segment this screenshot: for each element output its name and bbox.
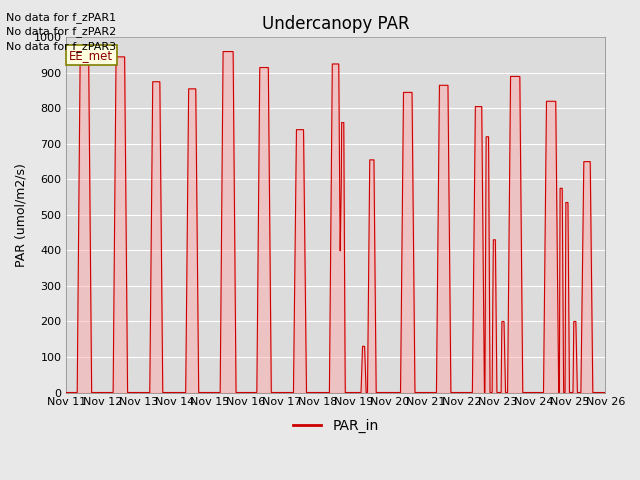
Y-axis label: PAR (umol/m2/s): PAR (umol/m2/s) [15, 163, 28, 267]
Text: No data for f_zPAR2: No data for f_zPAR2 [6, 26, 116, 37]
Text: EE_met: EE_met [69, 48, 113, 61]
Title: Undercanopy PAR: Undercanopy PAR [262, 15, 410, 33]
Text: No data for f_zPAR3: No data for f_zPAR3 [6, 41, 116, 52]
Legend: PAR_in: PAR_in [288, 414, 384, 439]
Text: No data for f_zPAR1: No data for f_zPAR1 [6, 12, 116, 23]
